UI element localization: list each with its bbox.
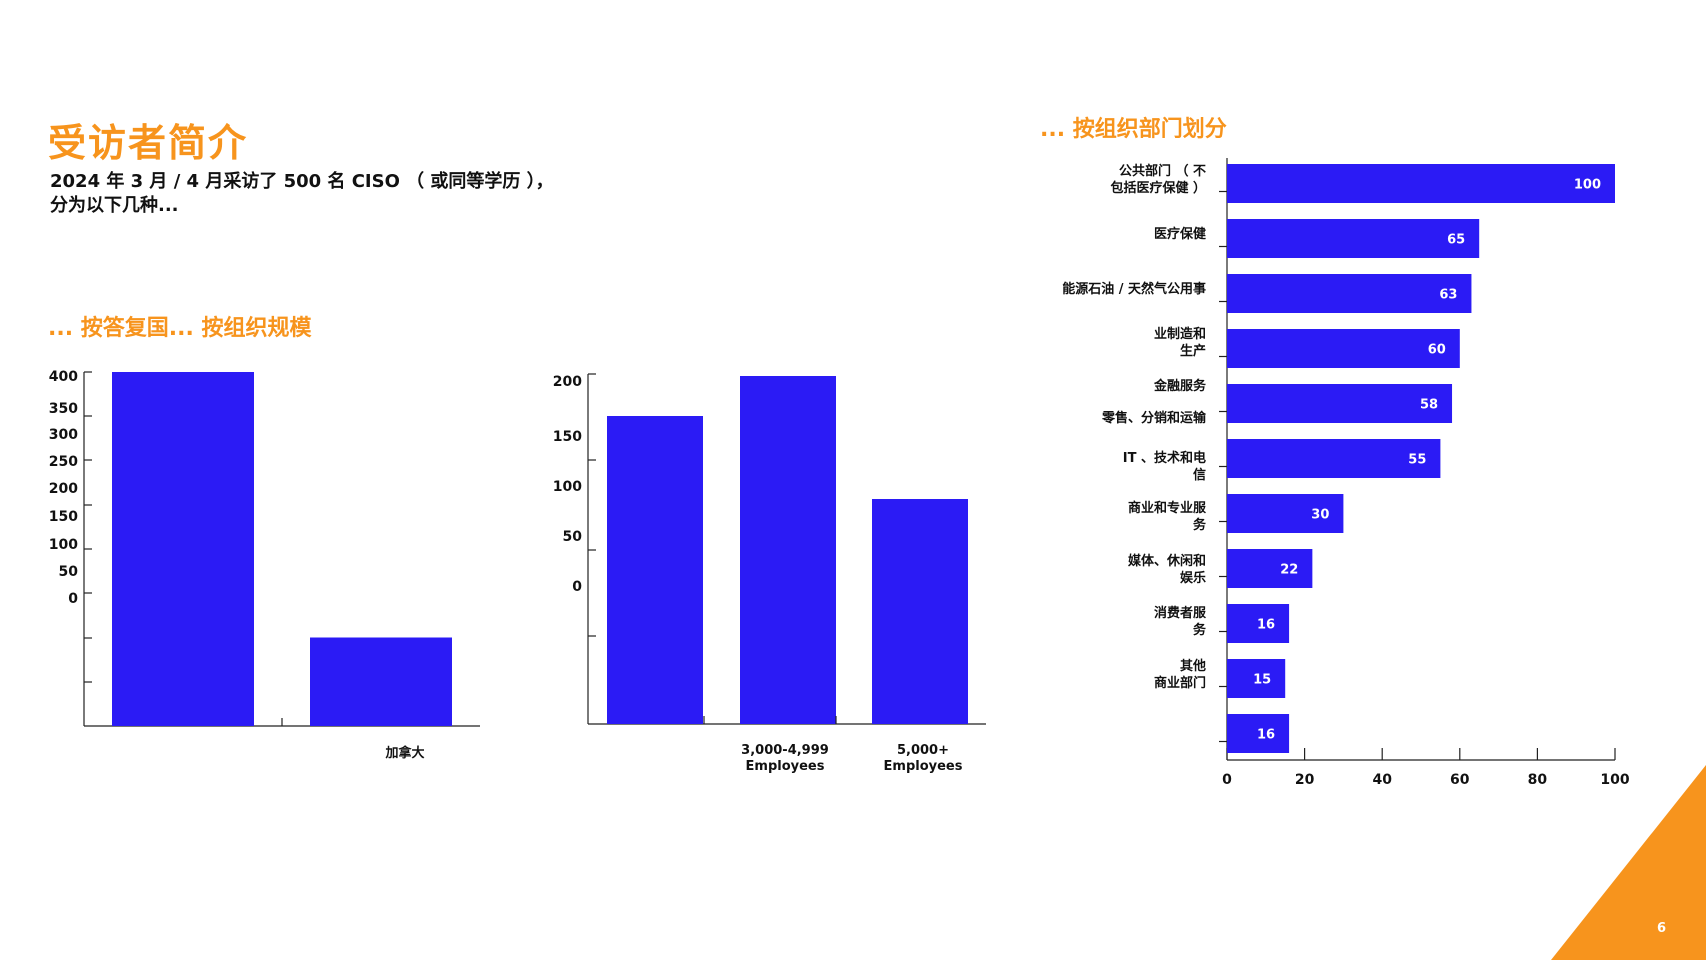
y-category-label: 务 — [1193, 517, 1207, 533]
bar-value-label: 58 — [1420, 398, 1438, 413]
y-category-label: 务 — [1193, 622, 1207, 638]
y-tick-label: 250 — [49, 454, 78, 470]
bar — [1227, 274, 1472, 313]
x-tick-label: 40 — [1372, 772, 1392, 788]
x-tick-label: 20 — [1295, 772, 1315, 788]
y-category-label: 生产 — [1180, 343, 1206, 359]
x-tick-label: 60 — [1450, 772, 1470, 788]
page-title: 受访者简介 — [48, 120, 249, 165]
bar — [1227, 384, 1453, 423]
y-tick-label: 200 — [553, 374, 582, 390]
y-tick-label: 50 — [59, 564, 79, 580]
x-tick-label: 0 — [1222, 772, 1232, 788]
bar — [1227, 604, 1290, 643]
corner-accent-shape — [1551, 765, 1706, 960]
bar-value-label: 65 — [1447, 233, 1465, 248]
y-tick-label: 0 — [68, 591, 78, 607]
bar-value-label: 16 — [1257, 618, 1275, 633]
bar-value-label: 22 — [1280, 563, 1298, 578]
y-category-label: 其他 — [1180, 658, 1206, 674]
bar — [1227, 659, 1286, 698]
bar — [1227, 439, 1441, 478]
x-tick-label: Employees — [746, 759, 825, 774]
bar — [872, 499, 968, 724]
country-size-heading: ... 按答复国... 按组织规模 — [48, 316, 312, 341]
x-tick-label: 5,000+ — [897, 743, 949, 758]
bar-value-label: 16 — [1257, 728, 1275, 743]
y-category-label: 商业部门 — [1154, 675, 1206, 691]
y-category-label: 包括医疗保健 ） — [1110, 180, 1206, 196]
y-category-label: IT 、技术和电 — [1123, 450, 1206, 466]
bar — [1227, 219, 1480, 258]
bar — [1227, 494, 1344, 533]
bar — [1227, 549, 1313, 588]
y-tick-label: 400 — [49, 369, 78, 385]
x-tick-label: Employees — [884, 759, 963, 774]
bar — [1227, 164, 1615, 203]
y-tick-label: 300 — [49, 427, 78, 443]
y-category-label: 信 — [1193, 467, 1206, 483]
y-category-label: 零售、分销和运输 — [1101, 410, 1207, 426]
page-number: 6 — [1656, 921, 1666, 936]
y-category-label: 消费者服 — [1154, 605, 1207, 621]
bar — [310, 637, 452, 726]
bar-value-label: 100 — [1574, 178, 1601, 193]
y-tick-label: 150 — [553, 429, 582, 445]
y-category-label: 业制造和 — [1154, 326, 1206, 342]
y-tick-label: 350 — [49, 401, 78, 417]
x-tick-label: 加拿大 — [384, 745, 424, 761]
y-category-label: 金融服务 — [1153, 378, 1207, 394]
bar — [607, 416, 703, 724]
y-category-label: 娱乐 — [1180, 570, 1206, 586]
y-category-label: 能源石油 / 天然气公用事 — [1062, 281, 1206, 297]
y-category-label: 商业和专业服 — [1128, 500, 1207, 516]
y-tick-label: 50 — [563, 529, 583, 545]
bar — [1227, 329, 1460, 368]
y-tick-label: 150 — [49, 509, 78, 525]
y-category-label: 媒体、休闲和 — [1128, 553, 1206, 569]
x-tick-label: 80 — [1528, 772, 1548, 788]
bar-value-label: 30 — [1311, 508, 1329, 523]
page-subtitle: 2024 年 3 月 / 4 月采访了 500 名 CISO （ 或同等学历 ）… — [50, 171, 554, 216]
x-tick-label: 3,000-4,999 — [741, 743, 829, 758]
y-tick-label: 0 — [572, 579, 582, 595]
y-category-label: 公共部门 （ 不 — [1119, 163, 1206, 179]
bar-value-label: 15 — [1253, 673, 1271, 688]
bar — [112, 372, 254, 726]
y-tick-label: 100 — [553, 479, 582, 495]
y-tick-label: 100 — [49, 537, 78, 553]
bar — [740, 376, 836, 724]
y-tick-label: 200 — [49, 481, 78, 497]
sector-heading: ... 按组织部门划分 — [1040, 117, 1227, 142]
bar-value-label: 60 — [1428, 343, 1446, 358]
bar — [1227, 714, 1290, 753]
bar-value-label: 63 — [1439, 288, 1457, 303]
bar-value-label: 55 — [1408, 453, 1426, 468]
y-category-label: 医疗保健 — [1154, 226, 1206, 242]
